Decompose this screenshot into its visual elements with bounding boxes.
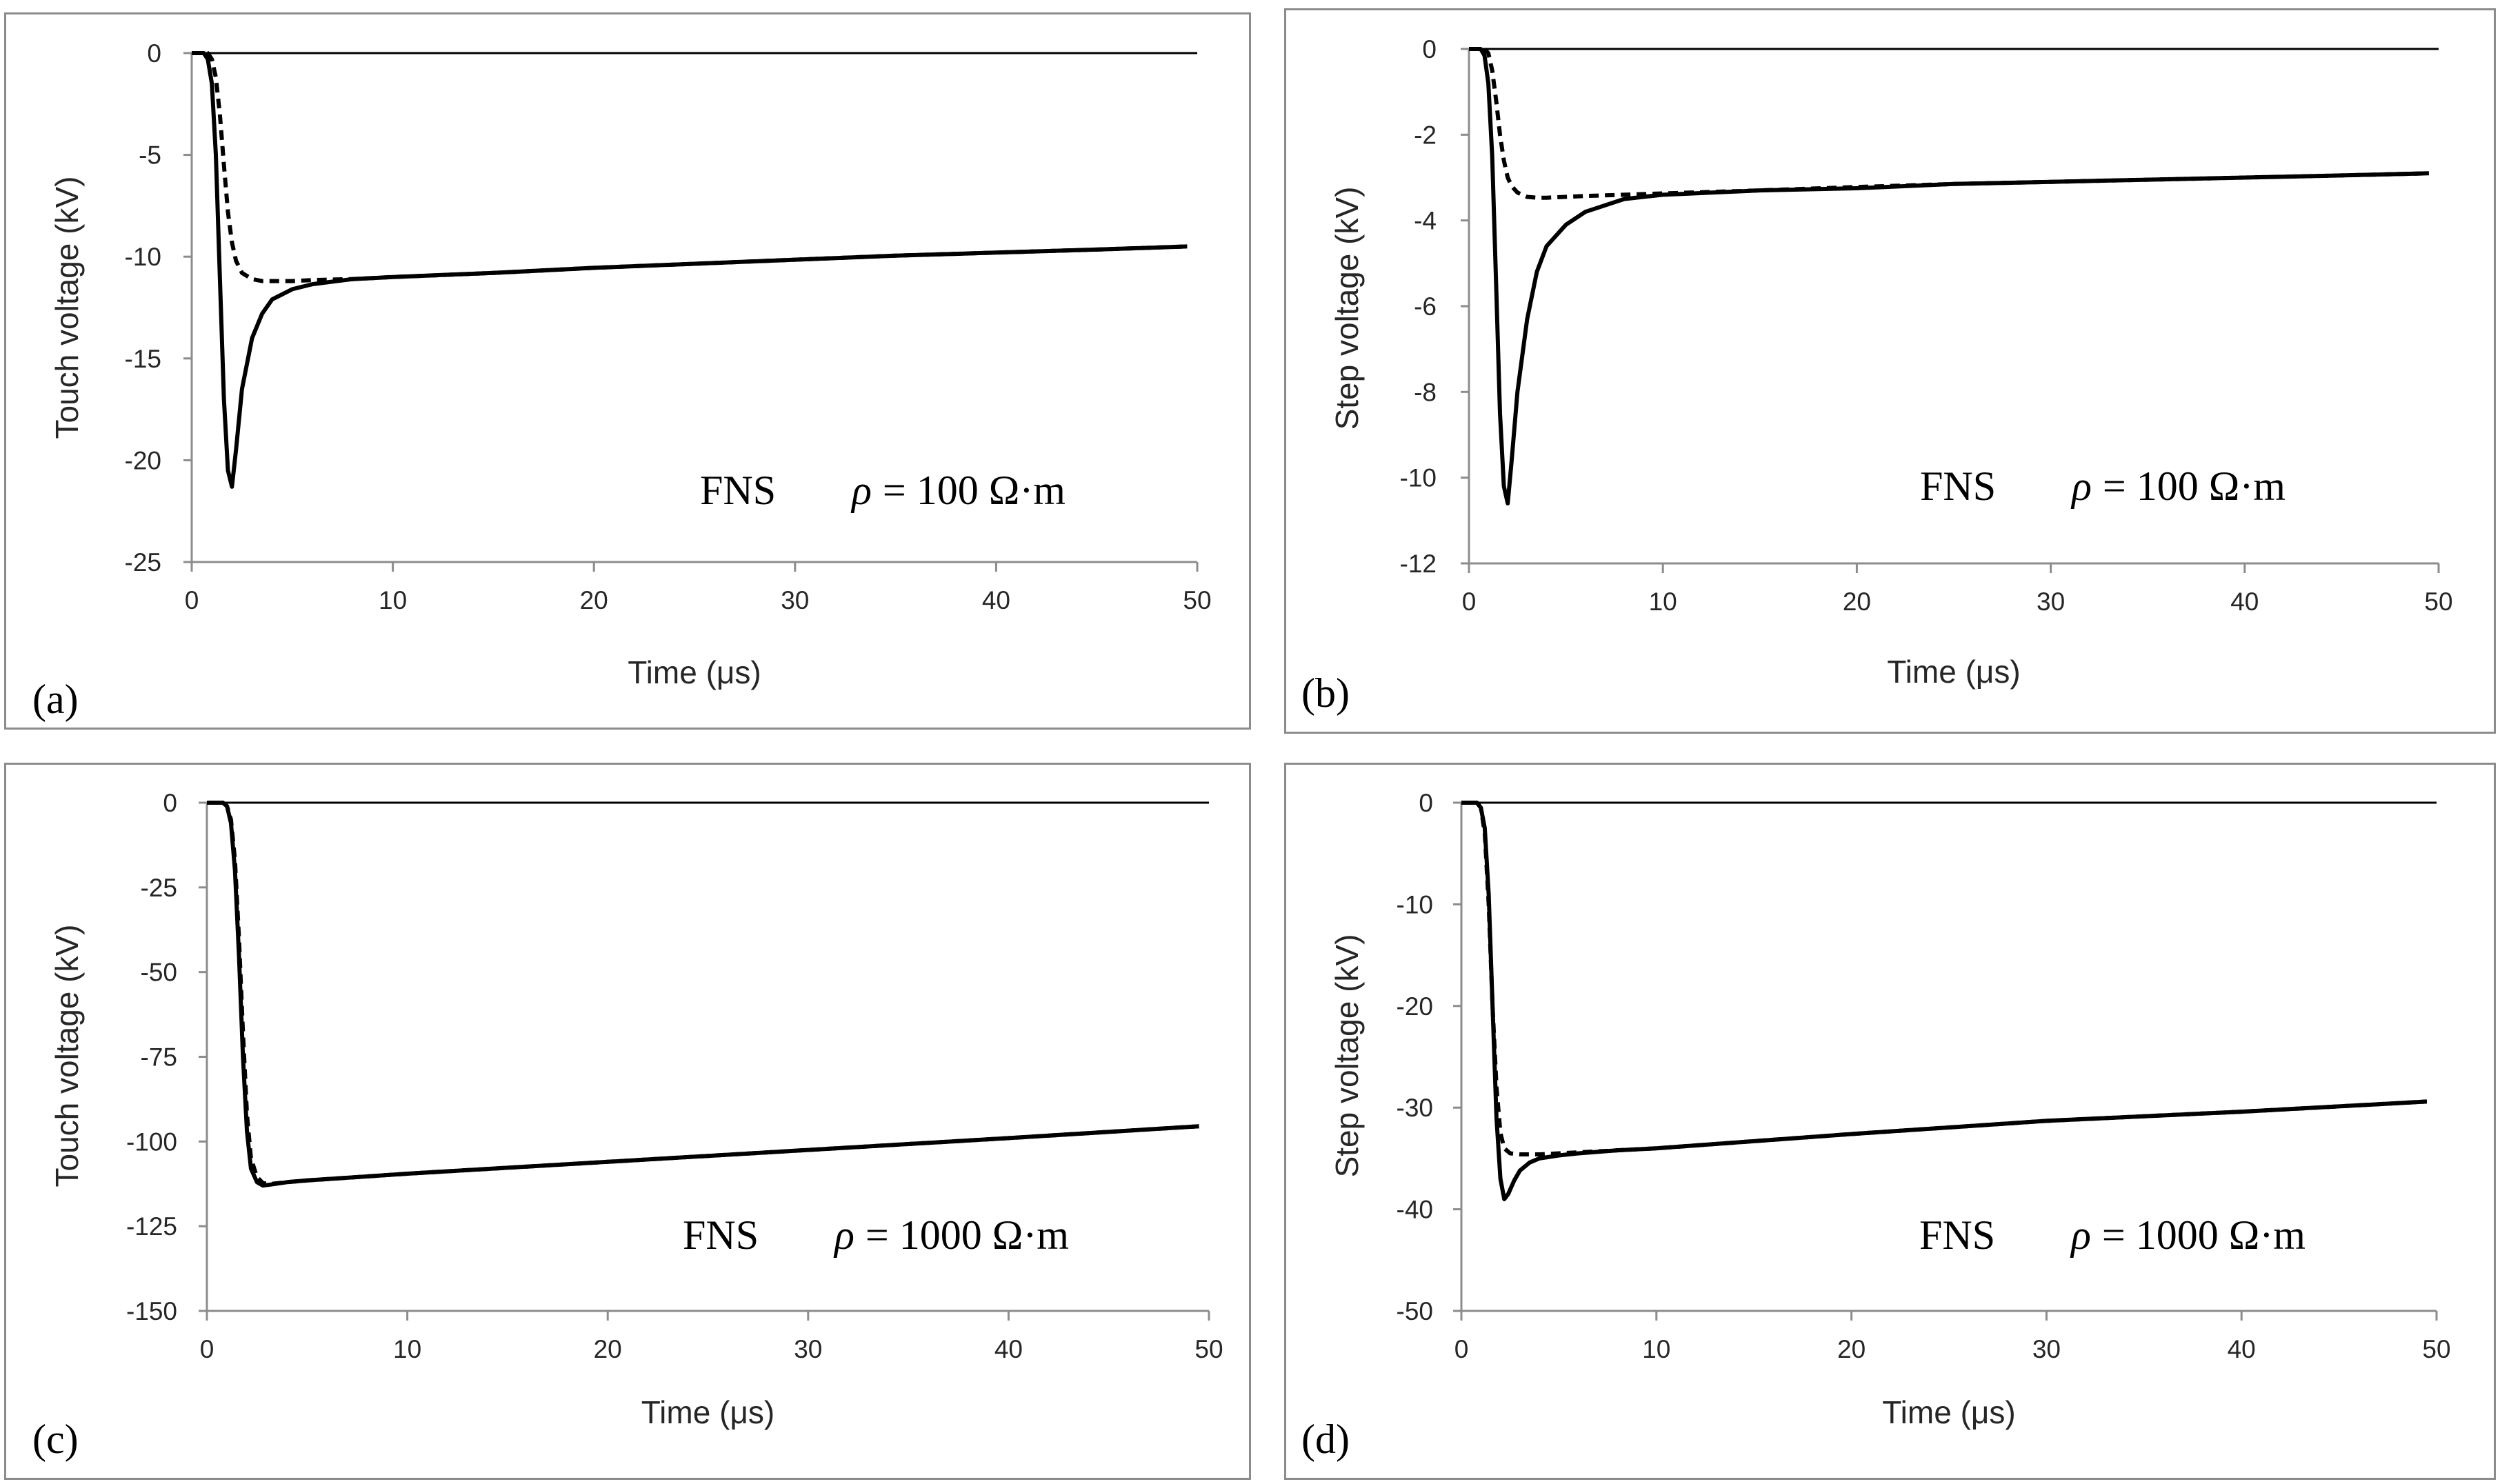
x-tick-label: 0 <box>1454 1335 1469 1363</box>
y-tick-label: -10 <box>125 243 161 271</box>
x-tick-label: 30 <box>2032 1335 2061 1363</box>
chart-a: 0 -5 -10 -15 -20 -25 0 10 20 30 40 50 Time (μs) Touch… <box>32 39 1212 722</box>
x-axis-title: Time (μs) <box>641 1394 774 1430</box>
annotation-b: FNS ρ = 100 Ω·m <box>1920 463 2286 509</box>
y-tick-label: -8 <box>1414 378 1437 406</box>
y-tick-label: 0 <box>1422 35 1437 63</box>
annotation-c: FNS ρ = 1000 Ω·m <box>683 1212 1069 1258</box>
y-tick-label: -6 <box>1414 292 1437 321</box>
annotation-method: FNS <box>1920 463 1996 509</box>
y-tick-label: -25 <box>141 874 177 902</box>
series-dashed-d <box>1461 801 2428 1156</box>
series-solid-b <box>1469 47 2429 505</box>
annotation-rho-value: = 1000 Ω·m <box>2102 1212 2306 1258</box>
annotation-rho-symbol: ρ <box>833 1212 854 1258</box>
x-tick-label: 20 <box>594 1335 622 1363</box>
y-tick-label: -5 <box>139 141 161 170</box>
x-axis-title: Time (μs) <box>1882 1394 2015 1430</box>
panel-c: 0 -25 -50 -75 -100 -125 -150 0 10 20 30 40 50 Time (μ… <box>4 763 1251 1480</box>
x-tick-label: 10 <box>393 1335 421 1363</box>
x-tick-label: 30 <box>781 586 809 614</box>
y-tick-label: -30 <box>1397 1094 1433 1122</box>
x-tick-label: 0 <box>200 1335 214 1363</box>
y-tick-label: 0 <box>1419 789 1433 817</box>
y-tick-label: -50 <box>1397 1297 1433 1325</box>
y-tick-label: -75 <box>141 1043 177 1072</box>
series-solid-d <box>1461 801 2428 1201</box>
x-tick-label: 40 <box>994 1335 1023 1363</box>
x-tick-label: 10 <box>1642 1335 1670 1363</box>
x-tick-label: 50 <box>2422 1335 2450 1363</box>
y-tick-label: -20 <box>125 446 161 474</box>
annotation-method: FNS <box>700 468 776 513</box>
y-tick-label: -10 <box>1400 464 1437 492</box>
x-tick-label: 10 <box>379 586 407 614</box>
panel-a: 0 -5 -10 -15 -20 -25 0 10 20 30 40 50 Time (μs) Touch… <box>4 12 1251 730</box>
annotation-rho-symbol: ρ <box>2070 1212 2091 1258</box>
y-axis-title: Touch voltage (kV) <box>49 925 85 1187</box>
panel-label-a: (a) <box>32 676 79 722</box>
annotation-rho-value: = 100 Ω·m <box>883 468 1066 513</box>
x-axis-title: Time (μs) <box>1887 654 2020 690</box>
annotation-method: FNS <box>683 1212 759 1258</box>
annotation-method: FNS <box>1919 1212 1995 1258</box>
x-tick-label: 50 <box>1183 586 1211 614</box>
y-tick-label: -150 <box>126 1297 177 1325</box>
panel-label-b: (b) <box>1301 670 1350 716</box>
x-tick-label: 10 <box>1649 588 1677 616</box>
annotation-rho-value: = 1000 Ω·m <box>866 1212 1069 1258</box>
annotation-rho-value: = 100 Ω·m <box>2103 463 2286 509</box>
y-tick-label: 0 <box>163 789 177 817</box>
x-tick-label: 0 <box>185 586 199 614</box>
y-tick-label: -20 <box>1397 992 1433 1021</box>
panel-label-d: (d) <box>1301 1416 1350 1462</box>
annotation-d: FNS ρ = 1000 Ω·m <box>1919 1212 2306 1258</box>
x-tick-label: 30 <box>794 1335 822 1363</box>
series-dashed-a <box>192 51 1188 283</box>
x-tick-label: 20 <box>580 586 608 614</box>
y-tick-label: -50 <box>141 959 177 987</box>
y-tick-label: -15 <box>125 345 161 373</box>
x-tick-label: 0 <box>1462 588 1477 616</box>
y-tick-label: -125 <box>126 1212 177 1241</box>
series-dashed-c <box>207 801 1199 1186</box>
x-tick-label: 40 <box>2230 588 2259 616</box>
y-tick-label: -4 <box>1414 207 1437 235</box>
series-solid-a <box>192 51 1188 489</box>
x-axis-title: Time (μs) <box>628 654 761 690</box>
y-tick-label: 0 <box>147 39 161 68</box>
chart-b: 0 -2 -4 -6 -8 -10 -12 0 10 20 30 40 50 Time (μs) Step … <box>1301 35 2453 716</box>
x-tick-label: 50 <box>2424 588 2452 616</box>
series-solid-c <box>207 801 1199 1188</box>
series-dashed-b <box>1469 47 2429 200</box>
y-tick-label: -10 <box>1397 890 1433 919</box>
y-tick-label: -25 <box>125 548 161 576</box>
x-tick-label: 40 <box>982 586 1010 614</box>
y-axis-title: Step voltage (kV) <box>1329 187 1365 430</box>
x-tick-label: 50 <box>1194 1335 1223 1363</box>
panel-d: 0 -10 -20 -30 -40 -50 0 10 20 30 40 50 Time (μs) Step… <box>1284 763 2496 1480</box>
x-tick-label: 40 <box>2228 1335 2256 1363</box>
panel-b: 0 -2 -4 -6 -8 -10 -12 0 10 20 30 40 50 Time (μs) Step … <box>1284 8 2496 734</box>
x-tick-label: 20 <box>1837 1335 1866 1363</box>
y-tick-label: -2 <box>1414 121 1437 149</box>
annotation-a: FNS ρ = 100 Ω·m <box>700 468 1066 513</box>
annotation-rho-symbol: ρ <box>850 468 872 513</box>
x-tick-label: 20 <box>1843 588 1871 616</box>
annotation-rho-symbol: ρ <box>2070 463 2092 509</box>
chart-d: 0 -10 -20 -30 -40 -50 0 10 20 30 40 50 Time (μs) Step… <box>1301 789 2451 1462</box>
y-axis-title: Step voltage (kV) <box>1329 934 1365 1178</box>
y-tick-label: -100 <box>126 1127 177 1156</box>
y-tick-label: -40 <box>1397 1196 1433 1224</box>
x-tick-label: 30 <box>2037 588 2065 616</box>
panel-label-c: (c) <box>32 1416 79 1462</box>
y-axis-title: Touch voltage (kV) <box>49 177 85 439</box>
chart-c: 0 -25 -50 -75 -100 -125 -150 0 10 20 30 40 50 Time (μ… <box>32 789 1223 1462</box>
y-tick-label: -12 <box>1400 550 1437 578</box>
